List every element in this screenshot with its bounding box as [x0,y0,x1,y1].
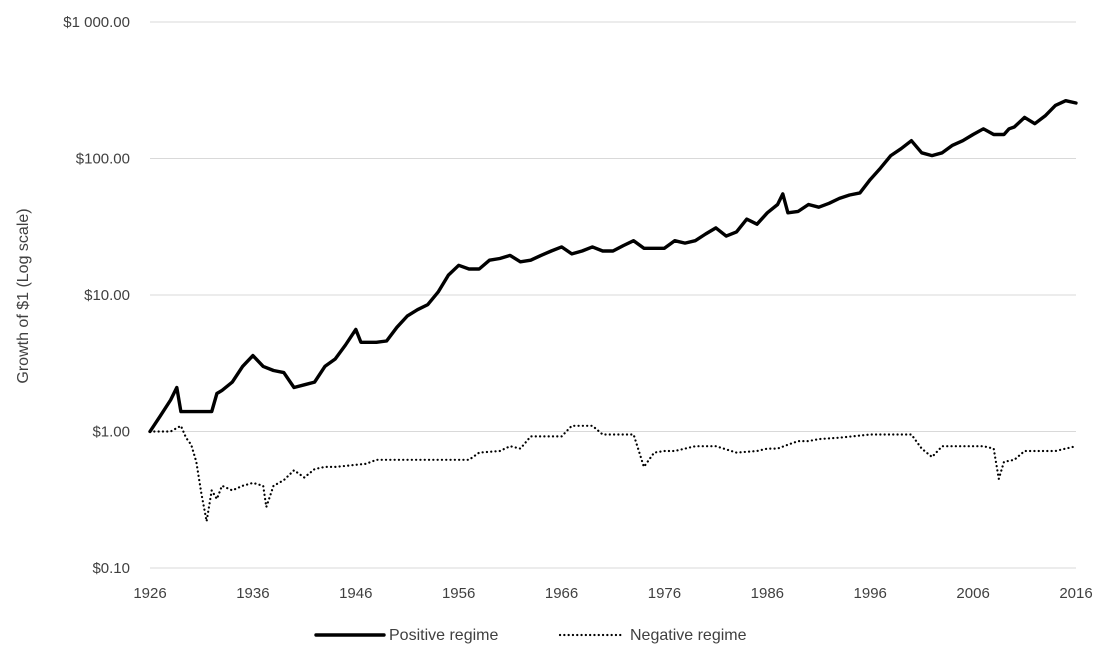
x-tick-label: 1946 [339,585,372,602]
x-tick-label: 2006 [956,585,989,602]
series-line-positive-regime [148,98,1078,434]
x-tick-label: 1956 [442,585,475,602]
y-tick-label: $10.00 [84,287,130,304]
x-tick-label: 1936 [236,585,269,602]
x-tick-label: 1996 [854,585,887,602]
x-tick-label: 1986 [751,585,784,602]
series-layer [148,98,1078,523]
x-tick-label: 1966 [545,585,578,602]
x-tick-label: 1976 [648,585,681,602]
y-tick-label: $1.00 [92,424,130,441]
y-axis-title: Growth of $1 (Log scale) [15,208,32,383]
y-tick-label: $100.00 [76,151,130,168]
grid-layer [150,21,1076,569]
legend-label-negative-regime: Negative regime [630,627,747,644]
legend: Positive regime Negative regime [314,627,747,644]
tick-layer: $0.10 $1.00 $10.00 $100.00 $1 000.00 1926 1936… [63,14,1092,602]
legend-label-positive-regime: Positive regime [389,627,498,644]
x-tick-label: 2016 [1059,585,1092,602]
y-tick-label: $1 000.00 [63,14,130,31]
x-tick-label: 1926 [133,585,166,602]
series-line-negative-regime [148,424,1078,523]
y-tick-label: $0.10 [92,560,130,577]
